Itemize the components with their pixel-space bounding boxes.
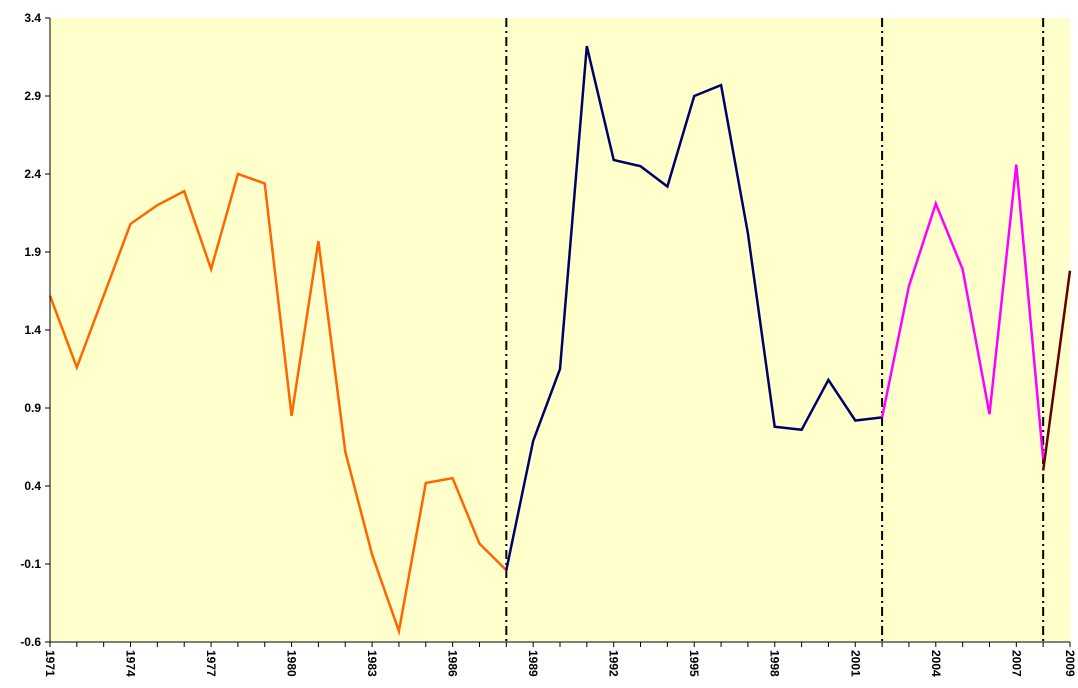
series-line-2 xyxy=(505,45,883,571)
x-tick-label: 2007 xyxy=(1009,650,1023,677)
x-axis-ticks: 1971 1974 1977 1980 1983 1986 1989 1992 1995 1998… xyxy=(43,642,1077,677)
series-line-3 xyxy=(880,164,1045,460)
x-tick-label: 1998 xyxy=(768,650,782,677)
x-tick-label: 2004 xyxy=(929,650,943,677)
x-tick-label: 1971 xyxy=(43,650,57,677)
x-tick-label: 2001 xyxy=(848,650,862,677)
x-tick-label: 1983 xyxy=(365,650,379,677)
series-line-4 xyxy=(1041,270,1072,471)
plot-background xyxy=(50,18,1070,642)
x-tick-label: 1989 xyxy=(526,650,540,677)
y-tick-label: 0.9 xyxy=(24,401,41,415)
y-axis-ticks: -0.6 -0.1 0.4 0.9 1.4 1.9 2.4 2.9 3.4 xyxy=(20,11,50,649)
x-tick-label: 1974 xyxy=(124,650,138,677)
x-tick-label: 2009 xyxy=(1063,650,1077,677)
series-lines xyxy=(48,45,1072,636)
y-tick-label: 1.9 xyxy=(24,245,41,259)
y-tick-label: 0.4 xyxy=(24,479,41,493)
y-tick-label: -0.1 xyxy=(20,557,41,571)
series-line-1 xyxy=(48,172,508,636)
y-tick-label: 2.9 xyxy=(24,89,41,103)
y-tick-label: 1.4 xyxy=(24,323,41,337)
x-tick-label: 1986 xyxy=(446,650,460,677)
breakpoint-lines xyxy=(505,18,1045,642)
x-tick-label: 1980 xyxy=(285,650,299,677)
x-tick-label: 1992 xyxy=(607,650,621,677)
x-tick-label: 1977 xyxy=(204,650,218,677)
y-tick-label: -0.6 xyxy=(20,635,41,649)
y-tick-label: 2.4 xyxy=(24,167,41,181)
x-tick-label: 1995 xyxy=(687,650,701,677)
y-tick-label: 3.4 xyxy=(24,11,41,25)
